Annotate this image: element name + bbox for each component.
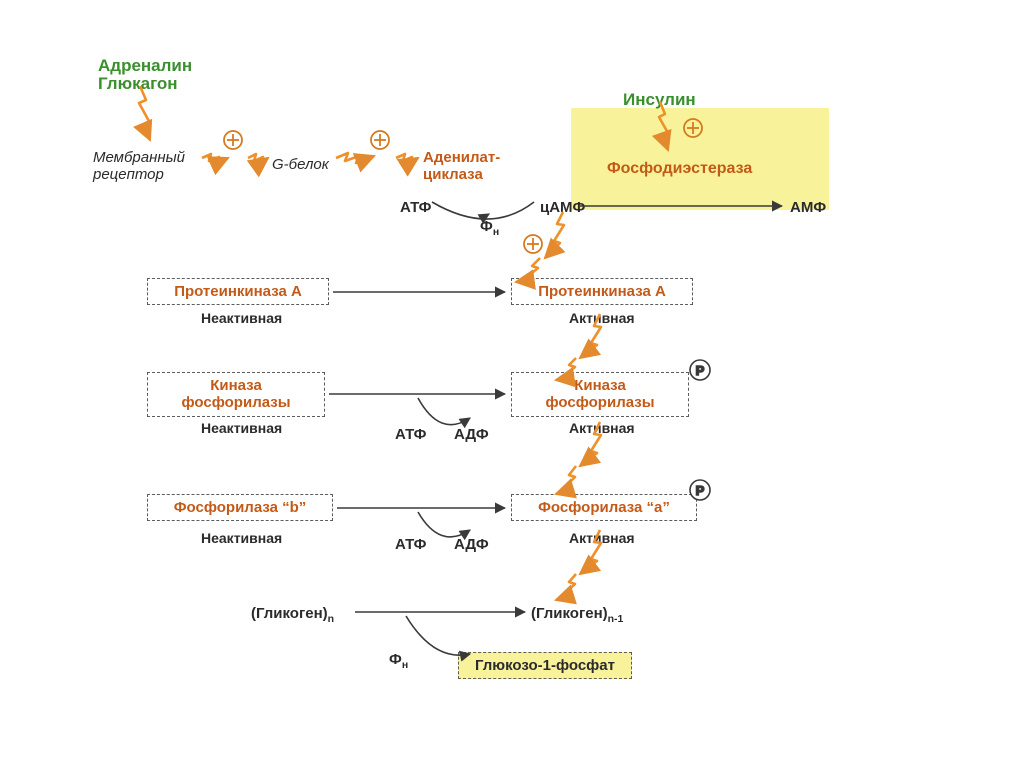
label-fn-2: Фн — [389, 651, 408, 671]
label-atp-2: АТФ — [395, 426, 426, 443]
label-g-protein: G-белок — [272, 156, 329, 173]
label-atp-3: АТФ — [395, 536, 426, 553]
label-glycogen-n1: (Гликоген)n-1 — [531, 605, 623, 625]
diagram-stage: Адреналин Глюкагон Инсулин Мембранный ре… — [0, 0, 1024, 767]
box-kphos-active: Киназа фосфорилазы — [511, 372, 689, 417]
svg-text:P: P — [696, 363, 705, 378]
svg-text:P: P — [696, 483, 705, 498]
label-fn-1: Фн — [480, 218, 499, 238]
label-adrenaline: Адреналин — [98, 56, 192, 76]
box-glucose-1-phosphate: Глюкозо-1-фосфат — [458, 652, 632, 679]
label-adp-3: АДФ — [454, 536, 489, 553]
label-pka-inactive-sub: Неактивная — [201, 310, 282, 326]
box-kphos-inactive: Киназа фосфорилазы — [147, 372, 325, 417]
label-phosphodiesterase: Фосфодиэстераза — [607, 160, 752, 178]
label-adp-2: АДФ — [454, 426, 489, 443]
label-atp-1: АТФ — [400, 199, 431, 216]
label-amp: АМФ — [790, 199, 826, 216]
label-glucagon: Глюкагон — [98, 74, 178, 94]
box-pka-active: Протеинкиназа А — [511, 278, 693, 305]
box-phosphorylase-a: Фосфорилаза “a” — [511, 494, 697, 521]
insulin-highlight — [571, 108, 829, 210]
box-pka-inactive: Протеинкиназа А — [147, 278, 329, 305]
label-kphos-inactive-sub: Неактивная — [201, 420, 282, 436]
box-phosphorylase-b: Фосфорилаза “b” — [147, 494, 333, 521]
label-kphos-active-sub: Активная — [569, 420, 635, 436]
label-phos-active-sub: Активная — [569, 530, 635, 546]
label-adenylate-cyclase: Аденилат- циклаза — [423, 149, 500, 184]
label-insulin: Инсулин — [623, 90, 696, 110]
label-camp: цАМФ — [540, 199, 585, 216]
label-pka-active-sub: Активная — [569, 310, 635, 326]
label-phos-inactive-sub: Неактивная — [201, 530, 282, 546]
label-receptor: Мембранный рецептор — [93, 149, 185, 184]
label-glycogen-n: (Гликоген)n — [251, 605, 334, 625]
p-badges: P P — [690, 360, 710, 500]
